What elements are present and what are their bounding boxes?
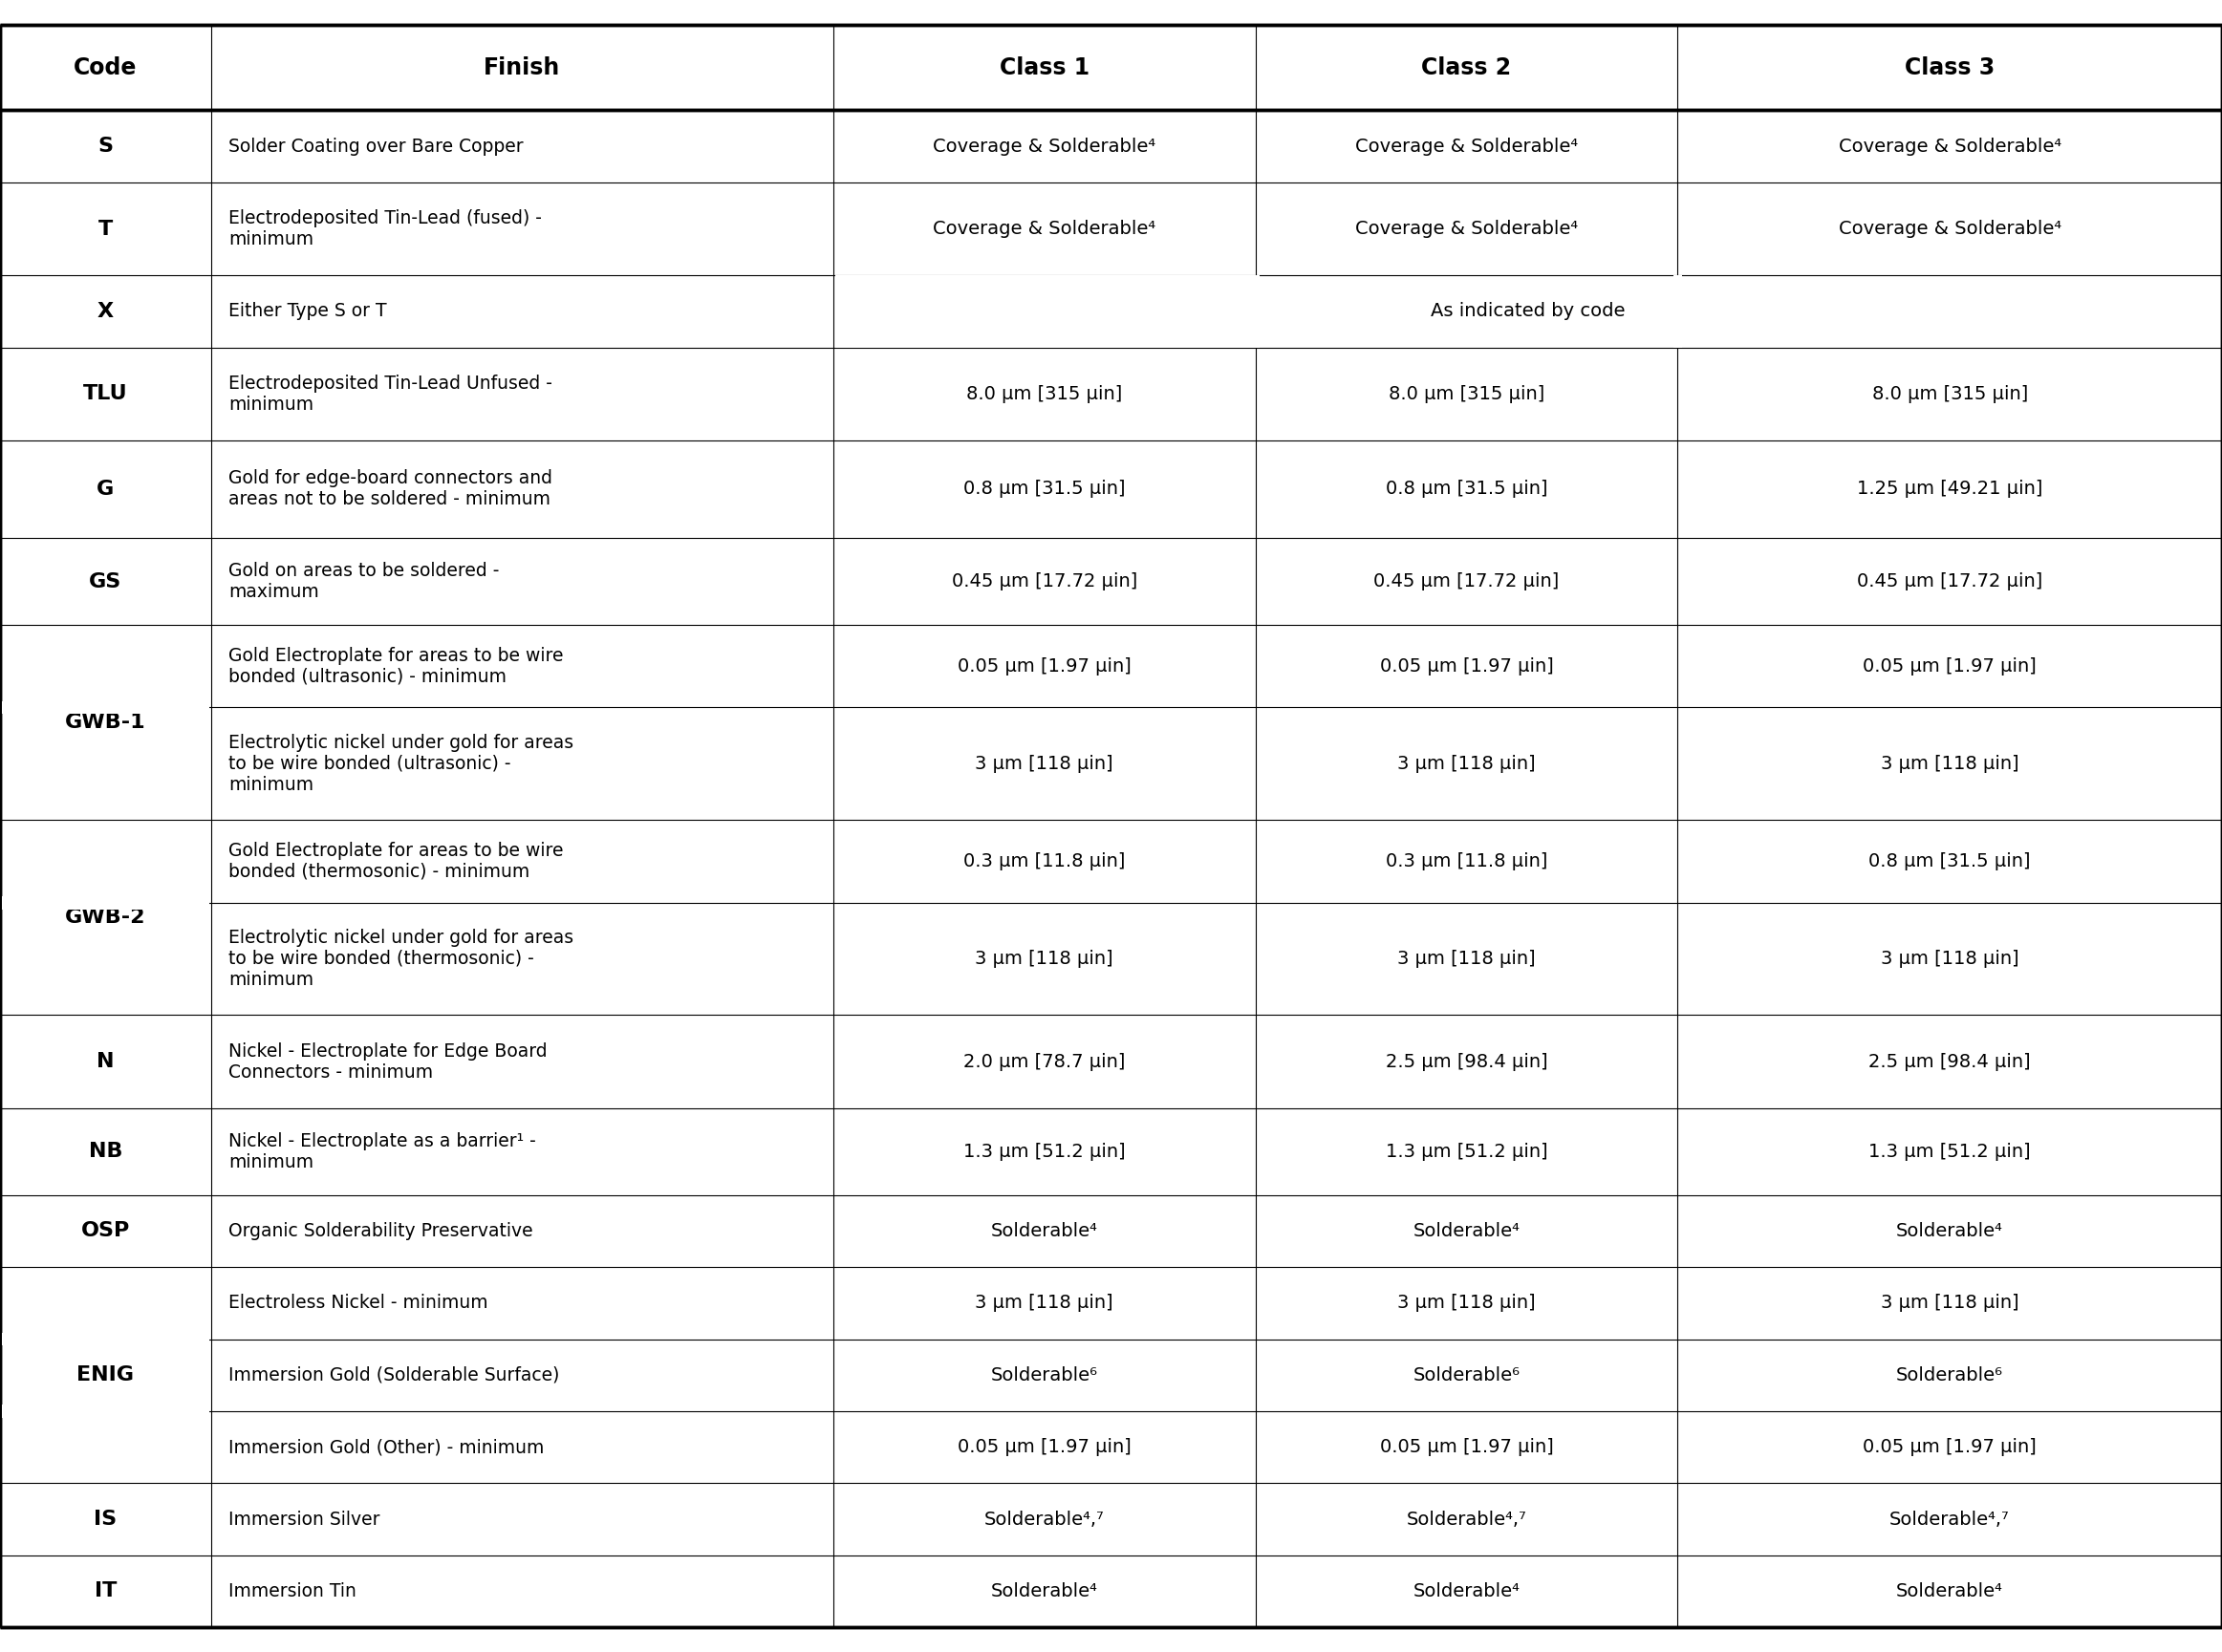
Text: Solder Coating over Bare Copper: Solder Coating over Bare Copper [229,137,524,155]
Text: GS: GS [89,572,122,591]
Text: 0.05 μm [1.97 μin]: 0.05 μm [1.97 μin] [1380,657,1553,676]
Text: Class 2: Class 2 [1422,56,1511,79]
Text: GWB-2: GWB-2 [64,909,147,927]
Text: TLU: TLU [82,385,129,403]
Text: 3 μm [118 μin]: 3 μm [118 μin] [975,950,1113,968]
Text: Solderable⁴: Solderable⁴ [1895,1222,2004,1241]
Bar [2,895,209,909]
Text: Coverage & Solderable⁴: Coverage & Solderable⁴ [1838,137,2062,155]
Text: 0.8 μm [31.5 μin]: 0.8 μm [31.5 μin] [1869,852,2031,871]
Text: Immersion Gold (Solderable Surface): Immersion Gold (Solderable Surface) [229,1366,560,1384]
Text: Solderable⁶: Solderable⁶ [991,1366,1098,1384]
Bar [2,700,209,714]
Bar [2,1333,209,1346]
Text: 0.05 μm [1.97 μin]: 0.05 μm [1.97 μin] [958,657,1131,676]
Text: OSP: OSP [80,1221,131,1241]
Text: Immersion Tin: Immersion Tin [229,1583,358,1601]
Text: 0.05 μm [1.97 μin]: 0.05 μm [1.97 μin] [1862,657,2038,676]
Text: 3 μm [118 μin]: 3 μm [118 μin] [1398,950,1535,968]
Text: Finish: Finish [484,56,560,79]
Text: Solderable⁴: Solderable⁴ [1895,1583,2004,1601]
Text: Solderable⁶: Solderable⁶ [1413,1366,1520,1384]
Text: Solderable⁴: Solderable⁴ [991,1222,1098,1241]
Text: Electrodeposited Tin-Lead Unfused -
minimum: Electrodeposited Tin-Lead Unfused - mini… [229,375,553,413]
Text: ENIG: ENIG [78,1366,133,1384]
Bar [835,276,1253,347]
Bar [1251,276,1260,347]
Text: Solderable⁴,⁷: Solderable⁴,⁷ [1889,1510,2011,1528]
Text: Nickel - Electroplate as a barrier¹ -
minimum: Nickel - Electroplate as a barrier¹ - mi… [229,1132,536,1171]
Text: 2.5 μm [98.4 μin]: 2.5 μm [98.4 μin] [1869,1052,2031,1070]
Text: Solderable⁴: Solderable⁴ [991,1583,1098,1601]
Text: Immersion Gold (Other) - minimum: Immersion Gold (Other) - minimum [229,1439,544,1457]
Text: 8.0 μm [315 μin]: 8.0 μm [315 μin] [1389,385,1544,403]
Text: 3 μm [118 μin]: 3 μm [118 μin] [1880,755,2020,773]
Text: 3 μm [118 μin]: 3 μm [118 μin] [1880,1294,2020,1312]
Text: Electroless Nickel - minimum: Electroless Nickel - minimum [229,1294,489,1312]
Text: G: G [98,479,113,499]
Text: T: T [98,220,113,238]
Text: N: N [98,1052,113,1070]
Text: 0.45 μm [17.72 μin]: 0.45 μm [17.72 μin] [951,572,1138,590]
Text: Solderable⁶: Solderable⁶ [1895,1366,2004,1384]
Text: Coverage & Solderable⁴: Coverage & Solderable⁴ [1355,220,1578,238]
Text: Solderable⁴: Solderable⁴ [1413,1583,1520,1601]
Text: Class 1: Class 1 [1000,56,1089,79]
Text: Coverage & Solderable⁴: Coverage & Solderable⁴ [1355,137,1578,155]
Text: 3 μm [118 μin]: 3 μm [118 μin] [975,1294,1113,1312]
Text: 0.8 μm [31.5 μin]: 0.8 μm [31.5 μin] [964,481,1124,499]
Text: Coverage & Solderable⁴: Coverage & Solderable⁴ [933,137,1155,155]
Text: Nickel - Electroplate for Edge Board
Connectors - minimum: Nickel - Electroplate for Edge Board Con… [229,1042,547,1080]
Text: Solderable⁴,⁷: Solderable⁴,⁷ [984,1510,1104,1528]
Text: 0.05 μm [1.97 μin]: 0.05 μm [1.97 μin] [1862,1439,2038,1457]
Text: Gold Electroplate for areas to be wire
bonded (thermosonic) - minimum: Gold Electroplate for areas to be wire b… [229,841,564,881]
Text: Class 3: Class 3 [1904,56,1995,79]
Text: Electrolytic nickel under gold for areas
to be wire bonded (thermosonic) -
minim: Electrolytic nickel under gold for areas… [229,928,573,990]
Text: IT: IT [93,1581,118,1601]
Text: Immersion Silver: Immersion Silver [229,1510,380,1528]
Text: GWB-1: GWB-1 [64,714,147,732]
Text: Gold on areas to be soldered -
maximum: Gold on areas to be soldered - maximum [229,562,500,601]
Bar [1673,276,1682,347]
Text: 3 μm [118 μin]: 3 μm [118 μin] [975,755,1113,773]
Text: 0.05 μm [1.97 μin]: 0.05 μm [1.97 μin] [1380,1439,1553,1457]
Text: As indicated by code: As indicated by code [1431,302,1624,320]
Text: NB: NB [89,1142,122,1161]
Text: 1.3 μm [51.2 μin]: 1.3 μm [51.2 μin] [1869,1143,2031,1161]
Text: Gold Electroplate for areas to be wire
bonded (ultrasonic) - minimum: Gold Electroplate for areas to be wire b… [229,646,564,686]
Text: 0.3 μm [11.8 μin]: 0.3 μm [11.8 μin] [964,852,1124,871]
Text: 1.25 μm [49.21 μin]: 1.25 μm [49.21 μin] [1858,481,2042,499]
Text: 1.3 μm [51.2 μin]: 1.3 μm [51.2 μin] [964,1143,1124,1161]
Text: 8.0 μm [315 μin]: 8.0 μm [315 μin] [1871,385,2029,403]
Text: X: X [98,302,113,320]
Text: Solderable⁴,⁷: Solderable⁴,⁷ [1407,1510,1527,1528]
Text: 0.3 μm [11.8 μin]: 0.3 μm [11.8 μin] [1387,852,1547,871]
Text: 2.5 μm [98.4 μin]: 2.5 μm [98.4 μin] [1387,1052,1547,1070]
Text: IS: IS [93,1510,118,1528]
Text: Code: Code [73,56,138,79]
Text: 8.0 μm [315 μin]: 8.0 μm [315 μin] [967,385,1122,403]
Bar [2,1404,209,1417]
Text: 0.45 μm [17.72 μin]: 0.45 μm [17.72 μin] [1858,572,2042,590]
Text: Coverage & Solderable⁴: Coverage & Solderable⁴ [1838,220,2062,238]
Text: Coverage & Solderable⁴: Coverage & Solderable⁴ [933,220,1155,238]
Text: 0.45 μm [17.72 μin]: 0.45 μm [17.72 μin] [1373,572,1560,590]
Text: Electrodeposited Tin-Lead (fused) -
minimum: Electrodeposited Tin-Lead (fused) - mini… [229,210,542,248]
Text: Solderable⁴: Solderable⁴ [1413,1222,1520,1241]
Text: Organic Solderability Preservative: Organic Solderability Preservative [229,1222,533,1241]
Text: 3 μm [118 μin]: 3 μm [118 μin] [1880,950,2020,968]
Text: 1.3 μm [51.2 μin]: 1.3 μm [51.2 μin] [1387,1143,1547,1161]
Text: 0.05 μm [1.97 μin]: 0.05 μm [1.97 μin] [958,1439,1131,1457]
Text: Gold for edge-board connectors and
areas not to be soldered - minimum: Gold for edge-board connectors and areas… [229,469,553,509]
Text: Either Type S or T: Either Type S or T [229,302,387,320]
Text: 0.8 μm [31.5 μin]: 0.8 μm [31.5 μin] [1387,481,1547,499]
Text: Electrolytic nickel under gold for areas
to be wire bonded (ultrasonic) -
minimu: Electrolytic nickel under gold for areas… [229,733,573,795]
Text: 3 μm [118 μin]: 3 μm [118 μin] [1398,755,1535,773]
Text: 3 μm [118 μin]: 3 μm [118 μin] [1398,1294,1535,1312]
Text: 2.0 μm [78.7 μin]: 2.0 μm [78.7 μin] [964,1052,1124,1070]
Text: S: S [98,137,113,155]
